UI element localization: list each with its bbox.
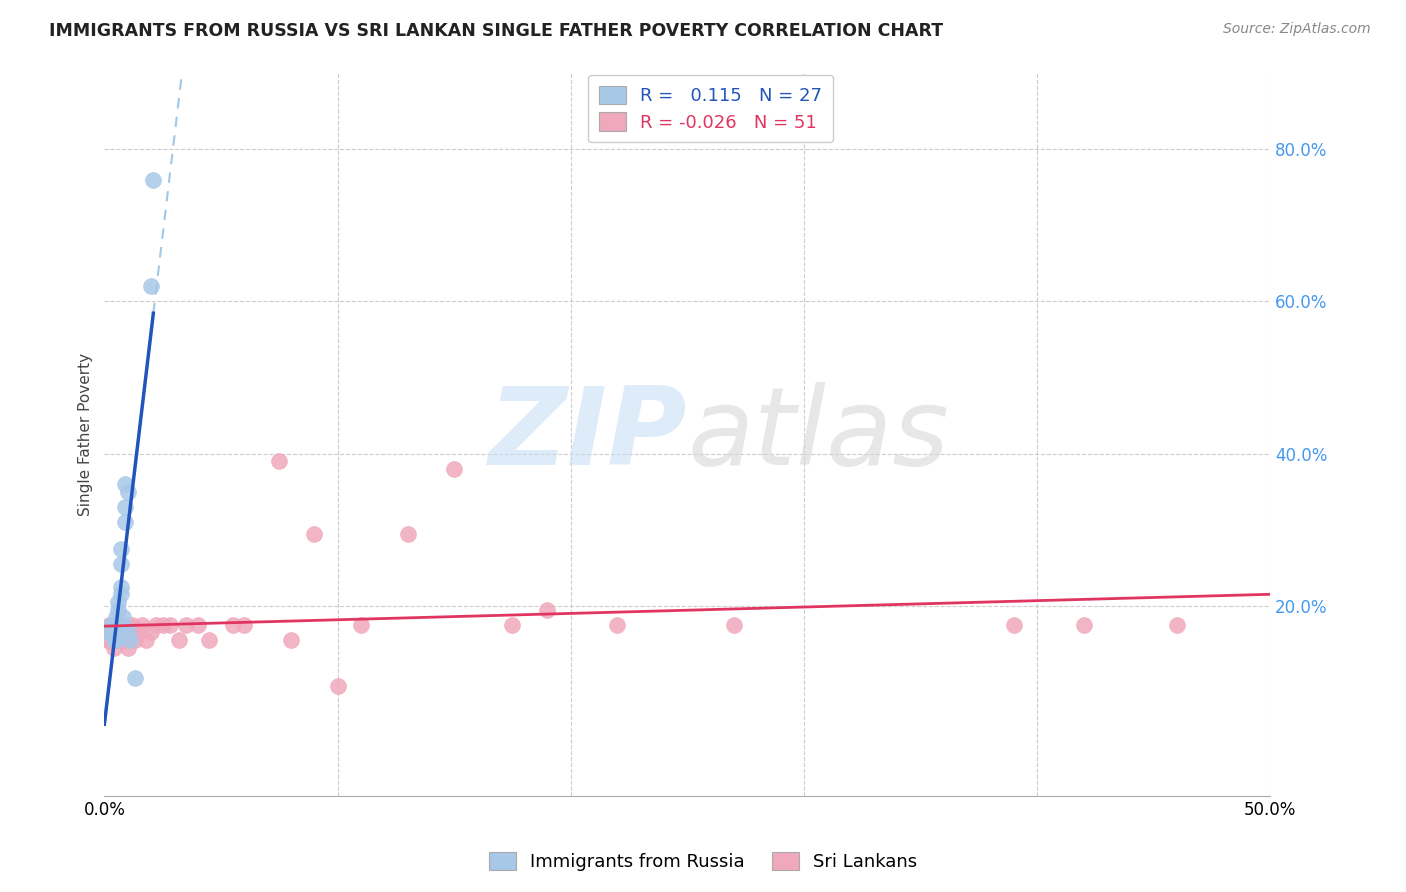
Point: [112, 618, 135, 632]
Legend: Immigrants from Russia, Sri Lankans: Immigrants from Russia, Sri Lankans: [481, 845, 925, 879]
Point: [96, 625, 118, 640]
Point: [1073, 618, 1095, 632]
Point: [112, 610, 135, 624]
Point: [98, 625, 121, 640]
Point: [117, 625, 139, 640]
Point: [326, 679, 349, 693]
Point: [269, 454, 291, 468]
Point: [103, 633, 125, 648]
Text: Source: ZipAtlas.com: Source: ZipAtlas.com: [1223, 22, 1371, 37]
Point: [110, 557, 132, 571]
Point: [98, 633, 121, 648]
Point: [112, 618, 135, 632]
Point: [105, 633, 128, 648]
Point: [114, 633, 136, 648]
Point: [304, 526, 326, 541]
Point: [396, 526, 419, 541]
Point: [100, 633, 122, 648]
Point: [105, 618, 128, 632]
Legend: R =   0.115   N = 27, R = -0.026   N = 51: R = 0.115 N = 27, R = -0.026 N = 51: [588, 75, 834, 143]
Point: [110, 625, 132, 640]
Point: [280, 633, 302, 648]
Point: [117, 484, 139, 499]
Point: [114, 500, 136, 514]
Point: [114, 515, 136, 529]
Point: [723, 618, 745, 632]
Point: [105, 618, 128, 632]
Point: [105, 625, 128, 640]
Point: [110, 587, 132, 601]
Point: [107, 595, 129, 609]
Point: [100, 625, 122, 640]
Point: [98, 618, 121, 632]
Point: [131, 618, 153, 632]
Point: [167, 633, 190, 648]
Point: [124, 633, 146, 648]
Point: [443, 462, 465, 476]
Point: [233, 618, 256, 632]
Point: [606, 618, 628, 632]
Y-axis label: Single Father Poverty: Single Father Poverty: [79, 353, 93, 516]
Point: [145, 618, 167, 632]
Point: [536, 602, 558, 616]
Point: [103, 633, 125, 648]
Point: [139, 279, 162, 293]
Point: [100, 618, 122, 632]
Point: [187, 618, 209, 632]
Point: [107, 618, 129, 632]
Point: [152, 618, 174, 632]
Point: [110, 580, 132, 594]
Text: ZIP: ZIP: [489, 382, 688, 488]
Point: [96, 633, 118, 648]
Point: [107, 618, 129, 632]
Point: [139, 625, 162, 640]
Point: [105, 610, 128, 624]
Point: [110, 541, 132, 556]
Point: [107, 633, 129, 648]
Point: [124, 671, 146, 685]
Point: [142, 172, 165, 186]
Point: [198, 633, 221, 648]
Point: [114, 477, 136, 491]
Point: [174, 618, 197, 632]
Point: [350, 618, 373, 632]
Point: [1166, 618, 1188, 632]
Point: [105, 633, 128, 648]
Point: [103, 618, 125, 632]
Point: [135, 633, 157, 648]
Point: [107, 602, 129, 616]
Point: [117, 640, 139, 655]
Point: [221, 618, 243, 632]
Point: [100, 625, 122, 640]
Point: [103, 618, 125, 632]
Point: [159, 618, 181, 632]
Point: [103, 640, 125, 655]
Point: [501, 618, 523, 632]
Point: [117, 618, 139, 632]
Point: [118, 633, 141, 648]
Point: [112, 633, 135, 648]
Point: [110, 633, 132, 648]
Point: [1002, 618, 1025, 632]
Point: [100, 618, 122, 632]
Point: [121, 618, 143, 632]
Point: [128, 625, 150, 640]
Text: atlas: atlas: [688, 382, 949, 487]
Text: IMMIGRANTS FROM RUSSIA VS SRI LANKAN SINGLE FATHER POVERTY CORRELATION CHART: IMMIGRANTS FROM RUSSIA VS SRI LANKAN SIN…: [49, 22, 943, 40]
Point: [103, 625, 125, 640]
